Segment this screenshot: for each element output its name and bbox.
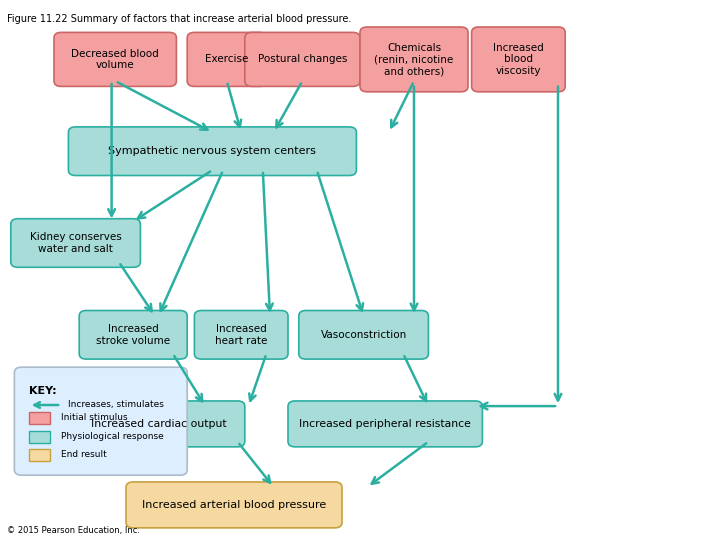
Text: Kidney conserves
water and salt: Kidney conserves water and salt (30, 232, 122, 254)
Text: Physiological response: Physiological response (61, 433, 164, 441)
Text: Increased peripheral resistance: Increased peripheral resistance (300, 419, 471, 429)
FancyBboxPatch shape (11, 219, 140, 267)
FancyBboxPatch shape (194, 310, 288, 359)
FancyBboxPatch shape (29, 449, 50, 461)
FancyBboxPatch shape (72, 401, 245, 447)
Text: Chemicals
(renin, nicotine
and others): Chemicals (renin, nicotine and others) (374, 43, 454, 76)
Text: Increased
heart rate: Increased heart rate (215, 324, 267, 346)
Text: Exercise: Exercise (205, 55, 248, 64)
Text: Sympathetic nervous system centers: Sympathetic nervous system centers (109, 146, 316, 156)
Text: KEY:: KEY: (29, 386, 56, 396)
Text: Increased cardiac output: Increased cardiac output (91, 419, 226, 429)
FancyBboxPatch shape (288, 401, 482, 447)
FancyBboxPatch shape (68, 127, 356, 176)
Text: Increased
blood
viscosity: Increased blood viscosity (493, 43, 544, 76)
FancyBboxPatch shape (187, 32, 266, 86)
FancyBboxPatch shape (299, 310, 428, 359)
Text: End result: End result (61, 450, 107, 459)
Text: Decreased blood
volume: Decreased blood volume (71, 49, 159, 70)
Text: Figure 11.22 Summary of factors that increase arterial blood pressure.: Figure 11.22 Summary of factors that inc… (7, 14, 351, 24)
FancyBboxPatch shape (14, 367, 187, 475)
Text: Postural changes: Postural changes (258, 55, 347, 64)
FancyBboxPatch shape (29, 431, 50, 443)
Text: Increased arterial blood pressure: Increased arterial blood pressure (142, 500, 326, 510)
Text: © 2015 Pearson Education, Inc.: © 2015 Pearson Education, Inc. (7, 525, 140, 535)
FancyBboxPatch shape (245, 32, 360, 86)
FancyBboxPatch shape (54, 32, 176, 86)
Text: Increases, stimulates: Increases, stimulates (68, 401, 164, 409)
Text: Increased
stroke volume: Increased stroke volume (96, 324, 170, 346)
FancyBboxPatch shape (79, 310, 187, 359)
FancyBboxPatch shape (472, 27, 565, 92)
Text: Initial stimulus: Initial stimulus (61, 414, 128, 422)
FancyBboxPatch shape (360, 27, 468, 92)
FancyBboxPatch shape (126, 482, 342, 528)
FancyBboxPatch shape (29, 412, 50, 424)
Text: Vasoconstriction: Vasoconstriction (320, 330, 407, 340)
